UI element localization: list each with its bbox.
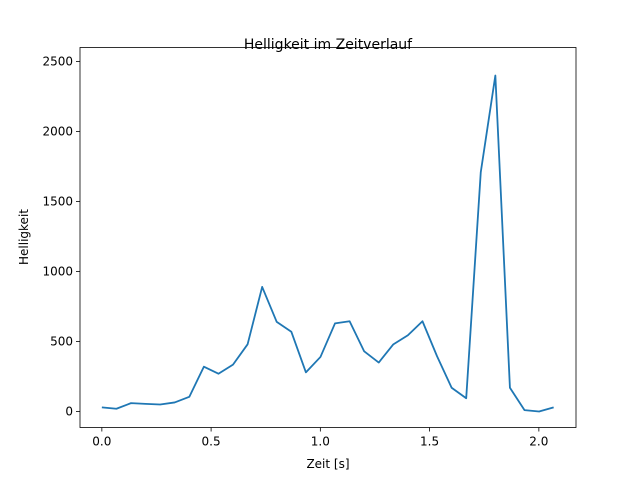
plot-frame <box>79 47 577 428</box>
x-tick-label: 0.0 <box>92 435 111 449</box>
y-tick-label: 500 <box>50 335 73 349</box>
y-tick-label: 2500 <box>42 55 73 69</box>
y-tick-label: 1000 <box>42 265 73 279</box>
y-axis-label: Helligkeit <box>17 209 31 265</box>
y-tick-label: 0 <box>65 405 73 419</box>
series-line <box>101 74 554 413</box>
x-axis-label: Zeit [s] <box>306 457 349 471</box>
x-tick-label: 1.5 <box>420 435 439 449</box>
x-tick-label: 0.5 <box>202 435 221 449</box>
x-tick-label: 1.0 <box>311 435 330 449</box>
chart-title: Helligkeit im Zeitverlauf <box>244 37 413 53</box>
y-tick-label: 2000 <box>42 125 73 139</box>
x-tick-label: 2.0 <box>529 435 548 449</box>
y-tick-label: 1500 <box>42 195 73 209</box>
